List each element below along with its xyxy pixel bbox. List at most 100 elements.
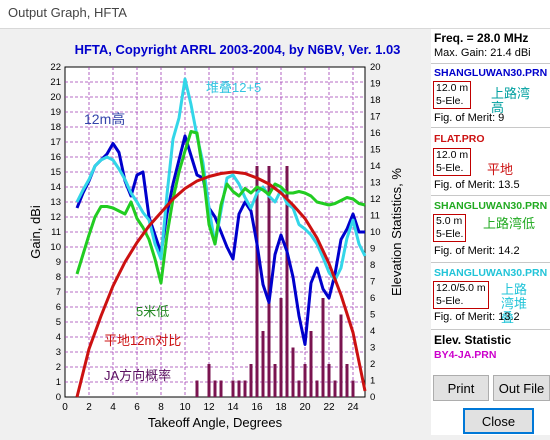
- antenna-1-note: 上路湾高: [491, 86, 531, 115]
- y2-tick-label: 3: [370, 343, 375, 354]
- antenna-1-height: 12.0 m: [436, 82, 469, 94]
- antenna-1-type: 5-Ele.: [436, 95, 464, 107]
- y2-tick-label: 19: [370, 79, 381, 90]
- x-tick-label: 10: [179, 402, 191, 413]
- y-tick-label: 7: [56, 287, 61, 298]
- divider: [431, 63, 550, 64]
- elevation-bar: [219, 380, 223, 397]
- y2-tick-label: 1: [370, 376, 375, 387]
- y-tick-label: 18: [50, 122, 61, 133]
- elevation-bar: [195, 380, 199, 397]
- antenna-2-file: FLAT.PRO: [434, 133, 485, 145]
- green-line: [75, 130, 366, 285]
- y2-tick-label: 8: [370, 260, 375, 271]
- y-tick-label: 12: [50, 212, 61, 223]
- y2-tick-label: 0: [370, 392, 375, 403]
- close-button[interactable]: Close: [463, 408, 534, 434]
- x-tick-label: 14: [227, 402, 239, 413]
- y2-tick-label: 7: [370, 277, 375, 288]
- x-tick-label: 16: [251, 402, 263, 413]
- x-axis-label: Takeoff Angle, Degrees: [148, 415, 283, 430]
- elevation-bar: [261, 331, 265, 397]
- y-tick-label: 6: [56, 302, 61, 313]
- x-tick-label: 4: [110, 402, 116, 413]
- annotation-stack: 堆叠12+5: [206, 80, 261, 95]
- sidebar: Freq. = 28.0 MHz Max. Gain: 21.4 dBi SHA…: [431, 29, 550, 435]
- elevation-bar: [303, 364, 307, 397]
- elevation-bar: [207, 364, 211, 397]
- x-tick-label: 22: [323, 402, 335, 413]
- elevation-bar: [213, 380, 217, 397]
- y-tick-label: 19: [50, 107, 61, 118]
- y-tick-label: 11: [51, 227, 61, 238]
- x-tick-label: 6: [134, 402, 140, 413]
- elevation-bar: [321, 298, 325, 397]
- antenna-4-type: 5-Ele.: [436, 295, 464, 307]
- y-tick-label: 1: [56, 377, 61, 388]
- graph-panel: HFTA, Copyright ARRL 2003-2004, by N6BV,…: [0, 29, 430, 435]
- y-axis-label: Gain, dBi: [28, 205, 43, 259]
- elevation-bar: [339, 314, 343, 397]
- y2-tick-label: 12: [370, 194, 381, 205]
- y-tick-label: 4: [56, 332, 61, 343]
- antenna-4-note: 上路湾堆叠: [501, 282, 528, 325]
- out-file-button[interactable]: Out File: [493, 375, 550, 401]
- antenna-3-note: 上路湾低: [483, 216, 536, 231]
- divider: [431, 329, 550, 330]
- annotation-12m-high: 12m高: [84, 111, 125, 127]
- y2-axis-label: Elevation Statistics, %: [389, 168, 404, 296]
- y2-tick-label: 17: [370, 112, 381, 123]
- x-tick-label: 2: [86, 402, 92, 413]
- elevation-bar: [285, 166, 289, 397]
- y2-tick-label: 10: [370, 227, 381, 238]
- y2-tick-label: 16: [370, 128, 381, 139]
- antenna-2-type: 5-Ele.: [436, 162, 464, 174]
- y2-tick-label: 20: [370, 62, 381, 73]
- y-tick-label: 0: [56, 392, 61, 403]
- annotation-ja-prob: JA方向概率: [104, 368, 171, 383]
- x-tick-label: 20: [299, 402, 311, 413]
- y2-tick-label: 5: [370, 310, 375, 321]
- y2-tick-label: 18: [370, 95, 381, 106]
- elevation-bar: [333, 380, 337, 397]
- frequency-label: Freq. = 28.0 MHz: [434, 31, 529, 45]
- elevation-bar: [237, 380, 241, 397]
- y2-tick-label: 4: [370, 326, 375, 337]
- antenna-2-note: 平地: [487, 162, 514, 177]
- elevation-bar: [327, 364, 331, 397]
- antenna-3-box: 5.0 m 5-Ele.: [433, 214, 467, 242]
- y-tick-label: 21: [50, 77, 61, 88]
- y2-tick-label: 15: [370, 145, 381, 156]
- chart-title: HFTA, Copyright ARRL 2003-2004, by N6BV,…: [75, 42, 401, 57]
- antenna-4-height: 12.0/5.0 m: [436, 282, 486, 294]
- red-flat-line: [75, 170, 367, 398]
- antenna-2-merit: Fig. of Merit: 13.5: [434, 179, 520, 191]
- antenna-4-file: SHANGLUWAN30.PRN: [434, 267, 548, 279]
- elevation-bar: [255, 166, 259, 397]
- antenna-3-type: 5-Ele.: [436, 228, 464, 240]
- y-tick-label: 14: [50, 182, 61, 193]
- y2-tick-label: 2: [370, 359, 375, 370]
- elev-statistic-file: BY4-JA.PRN: [434, 349, 497, 361]
- antenna-4-box: 12.0/5.0 m 5-Ele.: [433, 281, 489, 309]
- elevation-bar: [231, 380, 235, 397]
- y-tick-label: 15: [50, 167, 61, 178]
- elevation-bar: [267, 166, 271, 397]
- elevation-bar: [315, 380, 319, 397]
- elevation-bar: [297, 380, 301, 397]
- y2-tick-label: 14: [370, 161, 381, 172]
- print-button[interactable]: Print: [433, 375, 489, 401]
- window-titlebar: Output Graph, HFTA: [0, 0, 550, 29]
- annotation-flat-12m: 平地12m对比: [104, 333, 181, 348]
- antenna-1-merit: Fig. of Merit: 9: [434, 112, 505, 124]
- divider: [431, 262, 550, 263]
- divider: [431, 127, 550, 128]
- window-title: Output Graph, HFTA: [8, 5, 127, 20]
- elevation-bar: [279, 298, 283, 397]
- antenna-2-height: 12.0 m: [436, 149, 469, 161]
- elev-statistic-label: Elev. Statistic: [434, 333, 512, 347]
- elevation-bar: [345, 364, 349, 397]
- y-tick-label: 3: [56, 347, 61, 358]
- gain-chart: HFTA, Copyright ARRL 2003-2004, by N6BV,…: [28, 42, 404, 430]
- y2-tick-label: 13: [370, 178, 381, 189]
